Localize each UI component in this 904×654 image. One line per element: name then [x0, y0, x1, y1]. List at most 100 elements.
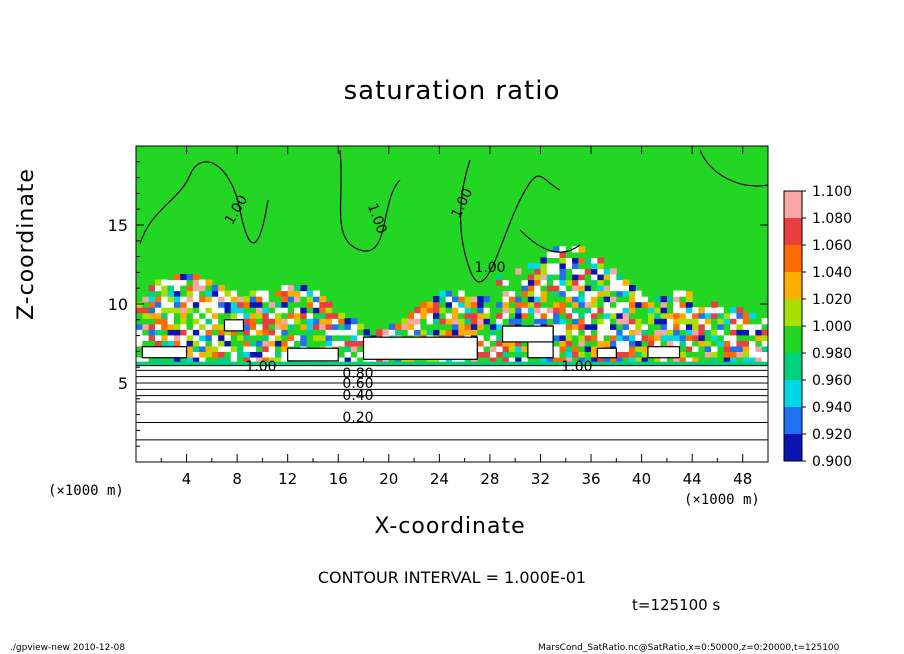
field-cell: [515, 273, 523, 281]
field-cell: [527, 273, 535, 281]
field-cell: [275, 301, 282, 308]
field-cell: [641, 356, 649, 364]
field-cell: [527, 318, 535, 325]
field-cell: [540, 301, 548, 308]
field-cell: [736, 351, 744, 358]
field-cell: [230, 290, 238, 297]
field-cell: [294, 312, 301, 319]
field-cell: [458, 329, 466, 336]
field-cell: [565, 323, 573, 330]
field-cell: [173, 307, 181, 314]
field-cell: [331, 312, 339, 319]
field-cell: [477, 334, 485, 341]
field-cell: [243, 301, 251, 308]
field-cell: [262, 318, 270, 325]
field-cell: [685, 285, 693, 292]
field-cell: [698, 323, 706, 330]
field-cell: [546, 301, 554, 308]
field-cell: [464, 356, 472, 364]
field-cell: [565, 312, 573, 319]
field-cell: [300, 307, 308, 314]
field-cell: [388, 356, 396, 364]
field-cell: [376, 356, 384, 364]
field-cell: [287, 340, 295, 347]
field-cell: [262, 345, 270, 352]
field-cell: [603, 262, 611, 270]
field-cell: [610, 301, 617, 308]
field-cell: [243, 296, 251, 303]
field-cell: [306, 296, 314, 303]
field-cell: [319, 307, 327, 314]
field-cell: [294, 329, 301, 336]
field-cell: [546, 285, 554, 292]
footer-left: ./gpview-new 2010-12-08: [10, 643, 126, 653]
field-cell: [433, 356, 440, 364]
field-cell: [527, 301, 535, 308]
field-cell: [673, 356, 681, 364]
field-cell: [407, 356, 415, 364]
field-cell: [211, 356, 219, 364]
field-cell: [666, 329, 674, 336]
field-cell: [294, 323, 301, 330]
colorbar-label: 1.060: [812, 238, 852, 254]
field-cell: [572, 351, 579, 358]
field-cell: [673, 340, 681, 347]
field-cell: [262, 323, 270, 330]
field-cell: [325, 301, 333, 308]
field-cell: [565, 345, 573, 352]
field-cell: [584, 301, 592, 308]
field-cell: [237, 312, 245, 319]
field-cell: [180, 334, 188, 341]
field-cell: [553, 307, 561, 314]
field-cell: [237, 340, 245, 347]
field-cell: [477, 296, 485, 303]
field-cell: [559, 268, 567, 275]
field-cell: [211, 318, 219, 325]
field-cell: [559, 279, 567, 286]
y-axis-label: Z-coordinate: [14, 168, 39, 320]
field-cell: [154, 329, 162, 336]
field-cell: [312, 340, 320, 347]
field-cell: [237, 334, 245, 341]
field-cell: [628, 301, 636, 308]
field-cell: [211, 301, 219, 308]
field-cell: [679, 318, 687, 325]
field-cell: [641, 345, 649, 352]
field-cell: [268, 296, 276, 303]
field-cell: [641, 307, 649, 314]
field-cell: [711, 351, 719, 358]
field-cell: [211, 307, 219, 314]
field-cell: [673, 323, 681, 330]
field-cell: [553, 246, 561, 253]
field-cell: [338, 345, 346, 352]
field-cell: [464, 318, 472, 325]
field-cell: [546, 262, 554, 270]
field-cell: [635, 323, 643, 330]
field-cell: [527, 290, 535, 297]
field-cell: [192, 318, 200, 325]
field-cell: [401, 323, 409, 330]
field-cell: [723, 351, 731, 358]
field-cell: [439, 318, 447, 325]
field-cell: [167, 340, 175, 347]
field-cell: [654, 323, 662, 330]
field-cell: [192, 356, 200, 364]
field-cell: [154, 334, 162, 341]
field-cell: [211, 323, 219, 330]
field-cell: [616, 329, 624, 336]
field-cell: [761, 340, 768, 347]
field-cell: [306, 290, 314, 297]
field-cell: [173, 329, 181, 336]
field-cell: [483, 307, 491, 314]
colorbar-label: 0.920: [812, 427, 852, 443]
field-cell: [527, 285, 535, 292]
field-cell: [439, 323, 447, 330]
field-cell: [439, 356, 447, 364]
field-cell: [578, 356, 586, 364]
field-cell: [205, 285, 213, 292]
field-cell: [515, 318, 523, 325]
field-cell: [287, 290, 295, 297]
field-cell: [325, 340, 333, 347]
field-cell: [205, 307, 213, 314]
field-cell: [502, 312, 510, 319]
